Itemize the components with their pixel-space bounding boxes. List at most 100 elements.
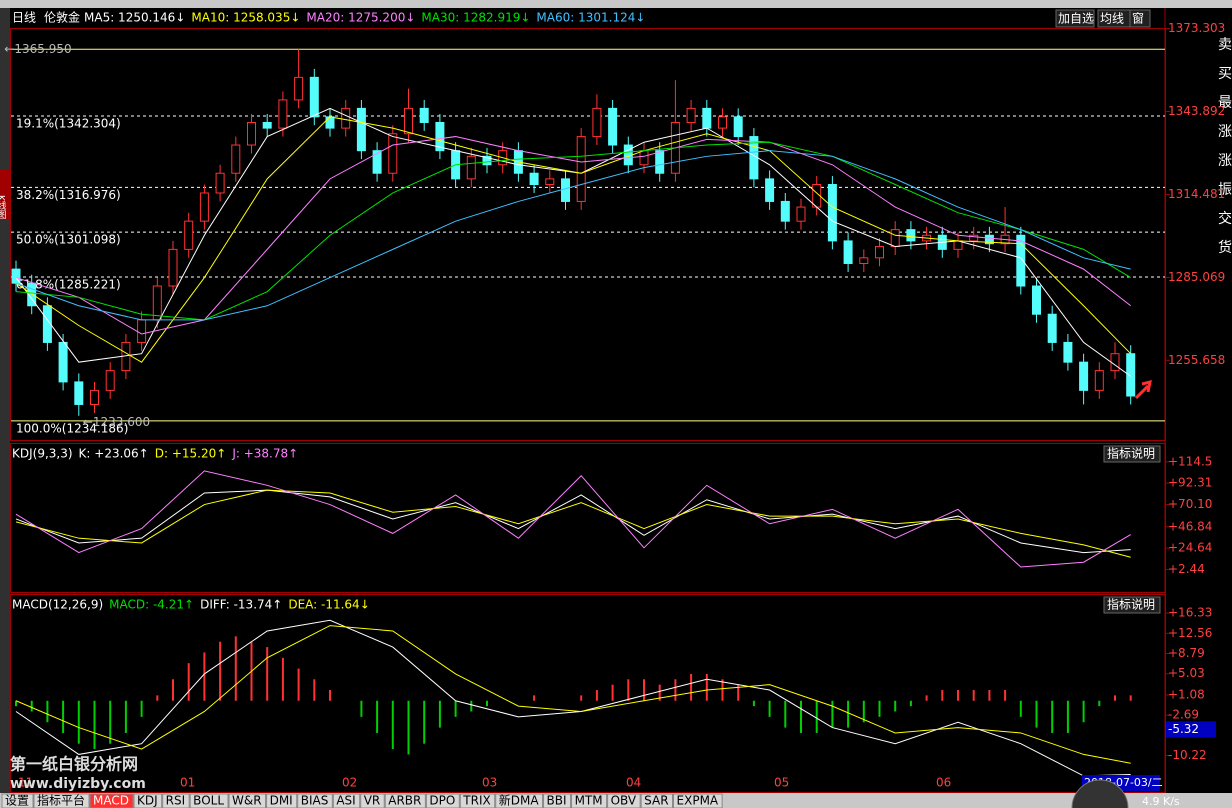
candle-body bbox=[969, 234, 979, 242]
indicator-tab-label[interactable]: BIAS bbox=[301, 794, 329, 808]
ma-legend: MA5: 1250.146↓ bbox=[84, 11, 185, 25]
indicator-tab[interactable] bbox=[89, 793, 134, 808]
speed-dial bbox=[1071, 779, 1129, 808]
candle-body bbox=[482, 155, 492, 166]
indicator-tab-label[interactable]: ASI bbox=[336, 794, 355, 808]
candle-body bbox=[356, 107, 366, 152]
indicator-tab[interactable] bbox=[543, 793, 572, 808]
indicator-tab[interactable] bbox=[360, 793, 385, 808]
period: 日线 bbox=[12, 11, 36, 25]
indicator-tab-label[interactable]: VR bbox=[364, 794, 381, 808]
indicator-tab-label[interactable]: BBI bbox=[547, 794, 567, 808]
candle-body bbox=[592, 107, 602, 138]
explain-button[interactable] bbox=[1103, 445, 1161, 463]
toolbar-button[interactable] bbox=[1055, 9, 1095, 28]
candle-body bbox=[984, 234, 994, 245]
quote-label: 振 bbox=[1218, 182, 1232, 198]
indicator-tab[interactable] bbox=[571, 793, 608, 808]
candle-body bbox=[827, 184, 837, 242]
ma-legend: MA30: 1282.919↓ bbox=[421, 11, 530, 25]
fib-label: 50.0%(1301.098) bbox=[16, 233, 121, 247]
indicator-tab[interactable] bbox=[266, 793, 298, 808]
indicator-tab-label[interactable]: RSI bbox=[166, 794, 186, 808]
quote-label: 涨 bbox=[1218, 124, 1232, 140]
kdj-tick-label: +114.5 bbox=[1168, 454, 1212, 468]
indicator-tab-label[interactable]: ARBR bbox=[388, 794, 421, 808]
indicator-tab-label[interactable]: BOLL bbox=[193, 794, 224, 808]
explain-button[interactable] bbox=[1103, 596, 1161, 614]
kdj-line bbox=[15, 470, 1131, 568]
indicator-tab[interactable] bbox=[640, 793, 674, 808]
indicator-tab[interactable] bbox=[673, 793, 723, 808]
indicator-tab-label[interactable]: 指标平台 bbox=[37, 793, 85, 808]
indicator-tab[interactable] bbox=[332, 793, 361, 808]
candle-body bbox=[1094, 370, 1104, 391]
indicator-tab[interactable] bbox=[607, 793, 641, 808]
candle-body bbox=[875, 246, 884, 259]
left-strip bbox=[0, 8, 10, 793]
candle-body bbox=[859, 257, 869, 264]
candle-body bbox=[639, 150, 649, 166]
indicator-tab[interactable] bbox=[425, 793, 460, 808]
explain-button-label[interactable]: 指标说明 bbox=[1107, 597, 1155, 612]
left-tab-label[interactable]: K线图 bbox=[0, 195, 6, 220]
macd-legend: MACD: -4.21↑ bbox=[109, 598, 194, 612]
date-label: 03 bbox=[482, 776, 497, 790]
indicator-tab[interactable] bbox=[33, 793, 90, 808]
indicator-tab-label[interactable]: MTM bbox=[575, 794, 603, 808]
indicator-tab[interactable] bbox=[384, 793, 426, 808]
indicator-tab[interactable] bbox=[162, 793, 190, 808]
indicator-tab-label[interactable]: SAR bbox=[644, 794, 668, 808]
kdj-legend: J: +38.78↑ bbox=[231, 447, 298, 461]
candle-body bbox=[419, 107, 429, 123]
price-tick-label: 1285.069 bbox=[1168, 270, 1225, 284]
fib-label: 19.1%(1342.304) bbox=[16, 116, 121, 130]
indicator-tab-label[interactable]: 设置 bbox=[5, 794, 29, 808]
indicator-tab[interactable] bbox=[495, 793, 544, 808]
indicator-tab-label[interactable]: W&R bbox=[232, 794, 262, 808]
indicator-tab-label[interactable]: 新DMA bbox=[499, 793, 540, 808]
indicator-tab-label[interactable]: DMI bbox=[270, 794, 293, 808]
candle-body bbox=[718, 116, 727, 129]
candle-body bbox=[341, 107, 351, 129]
candle-body bbox=[1016, 234, 1026, 287]
indicator-tab[interactable] bbox=[1, 793, 34, 808]
quote-label: 买 bbox=[1218, 66, 1232, 82]
quote-label: 交 bbox=[1218, 210, 1232, 227]
toolbar-button-label[interactable]: 窗 bbox=[1132, 12, 1144, 26]
candle-body bbox=[843, 240, 853, 264]
indicator-tab[interactable] bbox=[133, 793, 163, 808]
candle-body bbox=[294, 76, 304, 101]
fib-label: 38.2%(1316.976) bbox=[16, 188, 121, 202]
indicator-tab-label[interactable]: TRIX bbox=[462, 794, 490, 808]
fib-label: 100.0%(1234.186) bbox=[16, 421, 128, 435]
indicator-tab[interactable] bbox=[459, 793, 496, 808]
indicator-tab[interactable] bbox=[228, 793, 267, 808]
indicator-tab-label[interactable]: EXPMA bbox=[677, 794, 719, 808]
candle-body bbox=[27, 282, 37, 307]
ma-legend: MA20: 1275.200↓ bbox=[306, 11, 415, 25]
indicator-tab-label[interactable]: DPO bbox=[429, 794, 455, 808]
candle-body bbox=[780, 200, 790, 222]
toolbar-button-label[interactable]: 加自选 bbox=[1058, 12, 1094, 26]
candle-body bbox=[733, 116, 743, 138]
indicator-tab[interactable] bbox=[189, 793, 229, 808]
macd-tick-label: -2.69 bbox=[1168, 708, 1199, 722]
low-label: ←1233.600 bbox=[83, 415, 150, 429]
date-label: 01 bbox=[180, 776, 195, 790]
indicator-tab-label[interactable]: MACD bbox=[93, 794, 129, 808]
toolbar-button[interactable] bbox=[1129, 9, 1151, 28]
candle-body bbox=[702, 107, 712, 129]
candle-body bbox=[105, 370, 115, 391]
indicator-tab-label[interactable]: OBV bbox=[611, 794, 637, 808]
left-tab-active[interactable] bbox=[0, 170, 10, 220]
current-value: -5.32 bbox=[1168, 722, 1199, 736]
macd-line bbox=[15, 625, 1131, 764]
indicator-tab[interactable] bbox=[297, 793, 333, 808]
explain-button-label[interactable]: 指标说明 bbox=[1107, 446, 1155, 461]
candle-body bbox=[58, 341, 68, 383]
indicator-tab-label[interactable]: KDJ bbox=[137, 794, 158, 808]
ma-legend: MA10: 1258.035↓ bbox=[191, 11, 300, 25]
toolbar-button-label[interactable]: 均线 bbox=[1100, 12, 1124, 26]
candle-body bbox=[74, 381, 84, 405]
